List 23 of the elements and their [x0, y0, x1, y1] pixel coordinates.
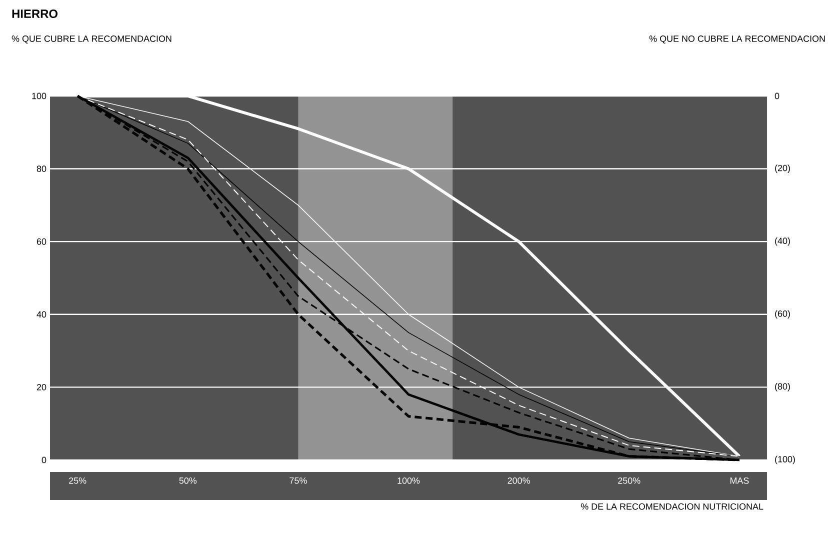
y-tick-label: 0: [42, 456, 46, 464]
x-tick-label: MAS: [730, 477, 749, 484]
x-axis-title: % DE LA RECOMENDACION NUTRICIONAL: [580, 503, 764, 510]
x-tick-label: 200%: [508, 477, 530, 484]
x-tick-label: 250%: [618, 477, 640, 484]
x-tick-label: 25%: [69, 477, 86, 484]
text: % QUE NO CUBRE LA RECOMENDACION: [649, 36, 825, 44]
y-tick-label: 40: [36, 311, 46, 318]
y2-tick-label: (80): [775, 383, 790, 392]
y-tick-label: 20: [36, 384, 46, 390]
y2-tick-label: 0: [774, 92, 780, 100]
chart-title: HIERRO: [12, 10, 58, 18]
y-tick-label: 80: [36, 166, 46, 172]
x-tick-label: 50%: [179, 477, 197, 484]
y2-tick-label: (20): [775, 164, 790, 173]
x-tick-label: 100%: [398, 477, 420, 484]
y-tick-label: 60: [36, 238, 46, 245]
y2-tick-label: (60): [775, 310, 790, 319]
y2-tick-label: (100): [775, 456, 795, 464]
text: % QUE CUBRE LA RECOMENDACION: [12, 36, 172, 44]
y-tick-label: 100: [32, 92, 46, 100]
x-tick-label: 75%: [290, 477, 307, 484]
y2-tick-label: (40): [775, 237, 790, 246]
